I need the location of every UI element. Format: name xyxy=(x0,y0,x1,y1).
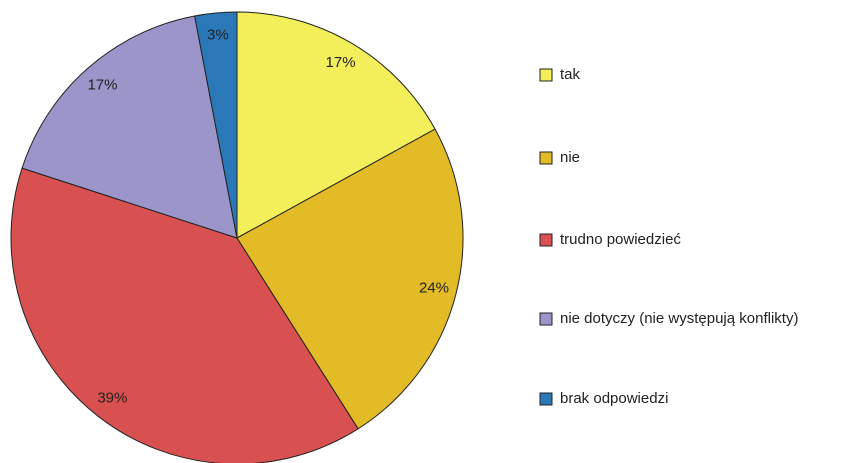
legend-swatch xyxy=(539,392,553,406)
data-label: 17% xyxy=(87,76,117,93)
pie-slice xyxy=(194,11,238,239)
pie-slice xyxy=(236,128,464,430)
legend-label: nie xyxy=(560,149,580,166)
legend-label: brak odpowiedzi xyxy=(560,390,668,407)
pie-slice xyxy=(236,11,436,239)
data-label: 39% xyxy=(97,390,127,407)
legend-label: nie dotyczy (nie występują konflikty) xyxy=(560,310,798,327)
legend-swatch xyxy=(539,68,553,82)
legend-label: tak xyxy=(560,66,581,83)
legend-label: trudno powiedzieć xyxy=(560,231,681,248)
pie-slice xyxy=(10,167,359,463)
pie-slice xyxy=(21,15,238,239)
data-label: 17% xyxy=(326,54,356,71)
legend-swatch xyxy=(539,151,553,165)
data-label: 3% xyxy=(207,26,229,43)
data-label: 24% xyxy=(419,280,449,297)
legend-swatch xyxy=(539,233,553,247)
legend-swatch xyxy=(539,312,553,326)
